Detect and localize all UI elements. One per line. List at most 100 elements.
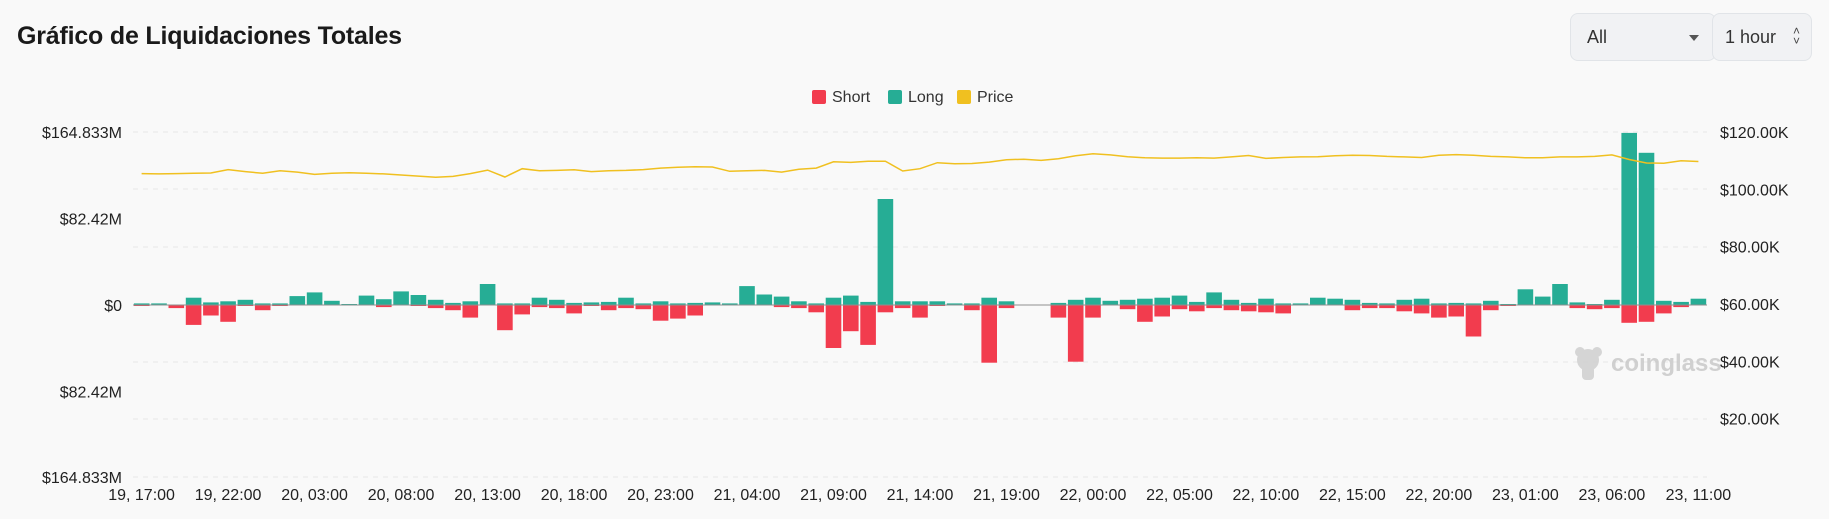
x-tick-label: 19, 17:00 xyxy=(108,487,175,504)
legend-swatch-short xyxy=(812,90,826,104)
short-bar xyxy=(1050,305,1067,318)
legend-label-price: Price xyxy=(977,89,1014,106)
short-bar xyxy=(860,305,876,345)
long-bar xyxy=(964,303,980,305)
x-tick-label: 21, 04:00 xyxy=(714,487,781,504)
short-bar xyxy=(773,305,790,308)
long-bar xyxy=(427,299,444,305)
short-bar xyxy=(894,305,911,309)
long-bar xyxy=(1050,302,1067,305)
legend-label-short: Short xyxy=(832,89,871,106)
long-bar xyxy=(998,301,1015,305)
x-axis: 19, 17:00 19, 22:00 20, 03:00 20, 08:00 20, … xyxy=(108,487,1731,504)
short-bar xyxy=(1119,305,1136,310)
long-bar xyxy=(1085,297,1101,305)
y-axis-left: $164.833M $82.42M $0 $82.42M $164.833M xyxy=(42,125,122,487)
interval-select[interactable]: 1 hour ˄ ˅ xyxy=(1712,13,1812,61)
short-bar xyxy=(1154,305,1170,317)
short-bar xyxy=(1396,305,1413,312)
short-bar xyxy=(185,305,202,325)
long-bar xyxy=(929,301,946,305)
x-tick-label: 20, 13:00 xyxy=(454,487,521,504)
short-bar xyxy=(254,305,271,311)
long-bar xyxy=(1673,301,1689,305)
long-bar xyxy=(1137,298,1153,305)
long-bar xyxy=(1621,132,1637,305)
x-tick-label: 22, 10:00 xyxy=(1233,487,1300,504)
x-tick-label: 23, 06:00 xyxy=(1579,487,1646,504)
x-tick-label: 20, 23:00 xyxy=(627,487,694,504)
short-bar xyxy=(1206,305,1222,309)
long-bar xyxy=(479,284,496,305)
chart-legend: Short Long Price xyxy=(812,89,1014,106)
short-bar xyxy=(549,305,565,309)
up-down-arrows-icon: ˄ ˅ xyxy=(1792,24,1800,48)
long-bar xyxy=(1552,284,1568,305)
long-bar xyxy=(1656,300,1672,305)
y-right-tick-label: $40.00K xyxy=(1720,354,1780,371)
long-bar xyxy=(825,297,842,305)
long-bar xyxy=(324,300,340,305)
long-bar xyxy=(445,302,461,305)
y-right-tick-label: $20.00K xyxy=(1720,412,1780,429)
long-bar xyxy=(358,295,375,305)
coinglass-watermark: coinglass xyxy=(1575,347,1722,380)
y-right-tick-label: $80.00K xyxy=(1720,240,1780,257)
long-bar xyxy=(1189,301,1205,305)
short-bar xyxy=(566,305,582,314)
long-bar xyxy=(739,286,755,305)
short-bar xyxy=(1621,305,1637,323)
long-bar xyxy=(1638,152,1655,305)
interval-select-value: 1 hour xyxy=(1725,26,1777,47)
short-bar xyxy=(791,305,807,309)
range-select[interactable]: All xyxy=(1570,13,1716,61)
short-bar xyxy=(1067,305,1084,362)
long-bar xyxy=(1413,298,1430,305)
long-bar xyxy=(1344,299,1361,305)
x-tick-label: 21, 14:00 xyxy=(887,487,954,504)
short-bar xyxy=(1465,305,1482,337)
long-bar xyxy=(1448,302,1464,305)
long-bar xyxy=(618,297,634,305)
short-bar xyxy=(1448,305,1464,317)
short-bar xyxy=(462,305,479,318)
long-bar xyxy=(1569,302,1586,305)
x-tick-label: 20, 18:00 xyxy=(541,487,608,504)
price-line xyxy=(141,153,1699,179)
long-bar xyxy=(1396,299,1413,305)
long-bar xyxy=(220,301,236,305)
long-bar xyxy=(237,299,254,305)
x-tick-label: 23, 11:00 xyxy=(1666,487,1732,504)
long-bar xyxy=(185,297,202,305)
long-bar xyxy=(687,302,703,305)
short-bar xyxy=(1413,305,1430,314)
long-bar xyxy=(1604,299,1620,305)
long-bar xyxy=(877,199,894,305)
short-bar xyxy=(376,305,392,308)
long-bar xyxy=(756,294,773,305)
short-bar xyxy=(427,305,444,309)
short-bar xyxy=(1656,305,1672,314)
short-bar xyxy=(687,305,703,316)
short-bar xyxy=(1483,305,1499,311)
y-left-tick-label: $0 xyxy=(104,298,122,315)
short-bar xyxy=(808,305,824,313)
short-bar xyxy=(652,305,669,321)
long-bar xyxy=(1465,303,1482,305)
y-left-tick-label: $164.833M xyxy=(42,470,122,487)
y-left-tick-label: $82.42M xyxy=(60,212,122,229)
y-right-tick-label: $100.00K xyxy=(1720,182,1789,199)
long-bar xyxy=(843,295,859,305)
x-tick-label: 20, 08:00 xyxy=(368,487,435,504)
long-bar xyxy=(912,301,928,305)
long-bar xyxy=(1258,298,1274,305)
long-bar xyxy=(272,303,288,305)
long-bar xyxy=(133,303,150,305)
long-bar xyxy=(704,302,721,305)
short-bar xyxy=(531,305,548,308)
long-bar xyxy=(376,299,392,305)
short-bar xyxy=(1361,305,1378,309)
long-bar xyxy=(306,292,323,305)
long-bar xyxy=(722,303,738,305)
long-bar xyxy=(289,296,306,305)
